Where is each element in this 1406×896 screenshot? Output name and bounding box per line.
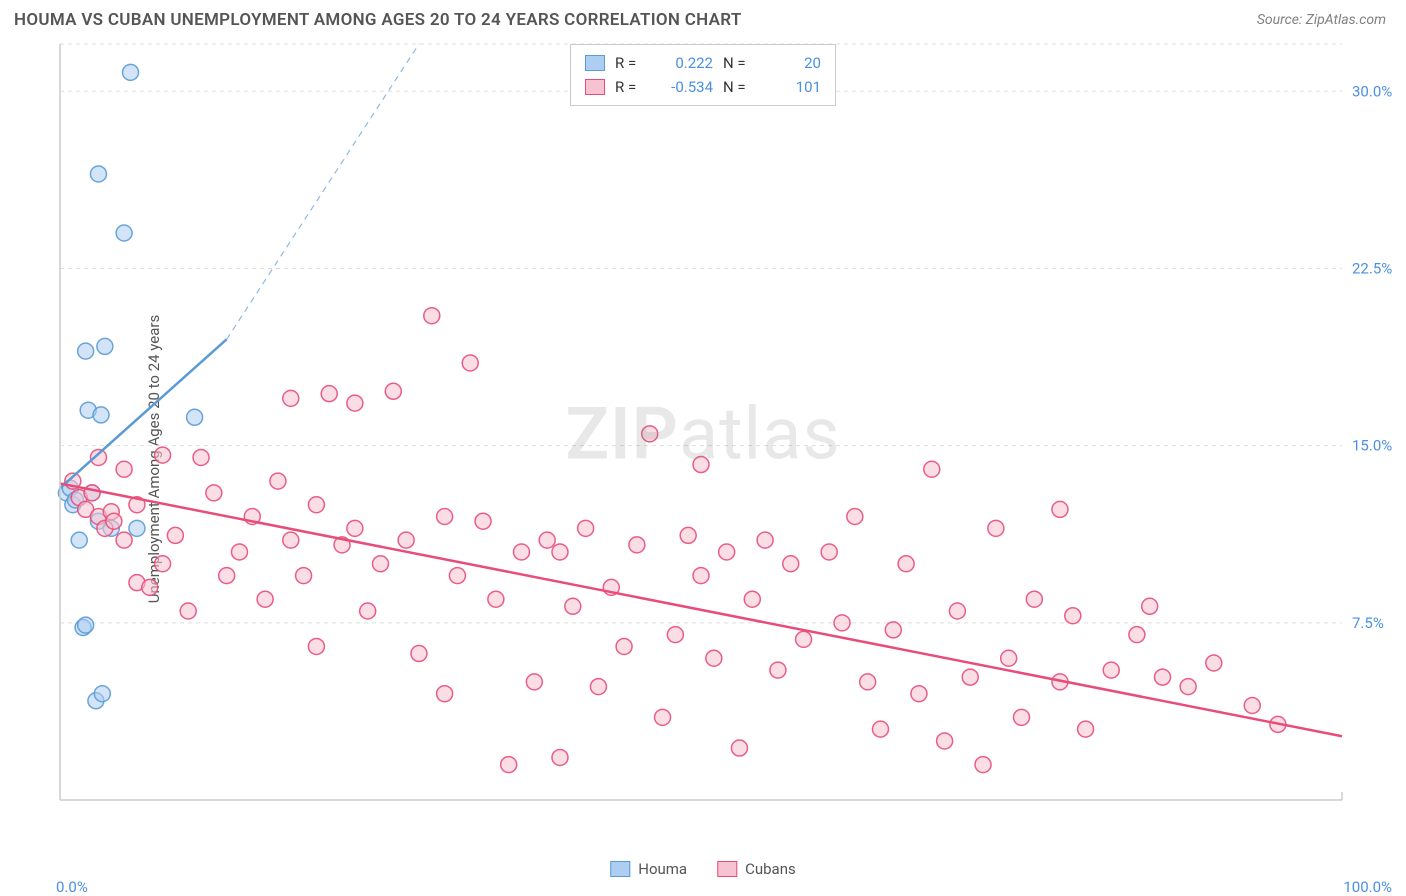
- legend-swatch-icon: [585, 79, 605, 95]
- source-label: Source: ZipAtlas.com: [1257, 12, 1386, 28]
- legend-n-label: N =: [723, 75, 751, 99]
- legend-r-value: 0.222: [653, 51, 713, 75]
- legend-swatch-icon: [585, 55, 605, 71]
- legend-r-label: R =: [615, 75, 643, 99]
- legend-n-value: 20: [761, 51, 821, 75]
- legend-n-value: 101: [761, 75, 821, 99]
- legend-swatch-icon: [717, 861, 737, 877]
- svg-text:22.5%: 22.5%: [1352, 259, 1392, 277]
- series-legend-item: Cubans: [717, 860, 796, 878]
- legend-row: R = 0.222 N = 20: [585, 51, 821, 75]
- series-name: Houma: [638, 860, 687, 878]
- svg-text:30.0%: 30.0%: [1352, 82, 1392, 100]
- legend-n-label: N =: [723, 51, 751, 75]
- series-name: Cubans: [745, 860, 796, 878]
- legend-row: R = -0.534 N = 101: [585, 75, 821, 99]
- scatter-plot-svg: 7.5% 15.0% 22.5% 30.0%: [56, 40, 1392, 840]
- plot-area: Unemployment Among Ages 20 to 24 years 7…: [14, 40, 1392, 878]
- series-legend: Houma Cubans: [610, 860, 795, 878]
- chart-title: HOUMA VS CUBAN UNEMPLOYMENT AMONG AGES 2…: [14, 10, 742, 30]
- svg-text:15.0%: 15.0%: [1352, 437, 1392, 455]
- legend-swatch-icon: [610, 861, 630, 877]
- legend-r-label: R =: [615, 51, 643, 75]
- chart-header: HOUMA VS CUBAN UNEMPLOYMENT AMONG AGES 2…: [0, 0, 1406, 36]
- x-max-label: 100.0%: [1343, 878, 1392, 896]
- correlation-legend: R = 0.222 N = 20 R = -0.534 N = 101: [570, 44, 836, 106]
- legend-r-value: -0.534: [653, 75, 713, 99]
- series-legend-item: Houma: [610, 860, 687, 878]
- x-min-label: 0.0%: [56, 878, 88, 896]
- svg-text:7.5%: 7.5%: [1352, 614, 1384, 632]
